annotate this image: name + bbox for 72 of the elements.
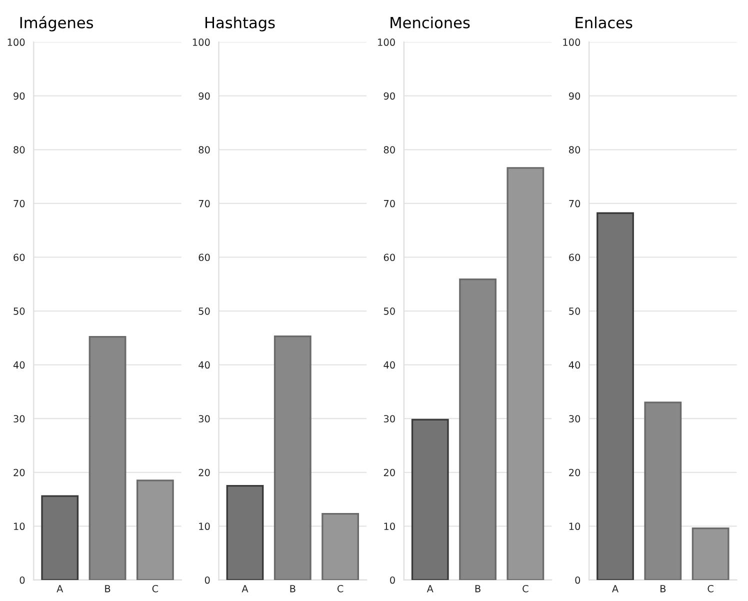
bar	[644, 402, 682, 580]
y-tick-label: 40	[198, 361, 210, 369]
x-tick-label: B	[290, 585, 296, 592]
y-tick-label: 50	[384, 307, 395, 315]
bar	[322, 512, 360, 580]
y-tick-label: 60	[384, 254, 395, 262]
y-tick-label: 30	[14, 415, 25, 422]
y-tick-label: 100	[8, 38, 25, 46]
y-tick-label: 80	[569, 146, 580, 154]
y-tick-label: 40	[568, 361, 580, 369]
y-tick-label: 20	[384, 468, 395, 476]
y-tick-label: 60	[569, 254, 580, 262]
bar	[692, 527, 730, 580]
bar	[274, 335, 312, 580]
y-tick-label: 90	[14, 92, 25, 100]
bar	[41, 495, 79, 580]
chart-title: Menciones	[390, 16, 470, 28]
y-tick-label: 10	[14, 522, 25, 530]
bar	[411, 418, 449, 580]
y-tick-label: 50	[14, 307, 25, 315]
x-tick-label: A	[242, 585, 248, 592]
y-tick-label: 40	[13, 361, 25, 369]
y-tick-label: 50	[198, 307, 210, 315]
y-tick-label: 0	[575, 576, 580, 584]
x-tick-label: C	[152, 585, 158, 592]
y-tick-label: 20	[198, 468, 210, 476]
y-tick-label: 70	[198, 200, 210, 208]
x-tick-label: A	[426, 585, 434, 592]
x-tick-label: C	[337, 585, 344, 592]
x-tick-label: B	[105, 585, 110, 592]
bar	[136, 480, 174, 580]
y-tick-label: 70	[384, 200, 395, 208]
bar	[88, 336, 126, 580]
y-tick-label: 0	[390, 576, 395, 584]
y-tick-label: 70	[14, 200, 25, 208]
y-tick-label: 60	[198, 254, 210, 262]
chart-title: Hashtags	[206, 16, 275, 32]
chart-title: Imágenes	[20, 16, 94, 32]
bar	[506, 167, 544, 580]
bar	[226, 485, 264, 580]
y-tick-label: 10	[199, 522, 210, 530]
x-tick-label: B	[475, 585, 480, 592]
y-tick-label: 0	[204, 576, 210, 584]
y-tick-label: 100	[378, 38, 395, 46]
y-tick-label: 10	[384, 522, 395, 530]
x-tick-label: C	[522, 585, 528, 592]
y-tick-label: 30	[384, 415, 395, 422]
x-tick-label: A	[612, 585, 619, 592]
y-tick-label: 0	[20, 576, 25, 584]
x-tick-label: B	[660, 585, 666, 592]
y-tick-label: 20	[14, 468, 25, 476]
chart-title: Enlaces	[576, 16, 632, 28]
y-tick-label: 50	[569, 307, 580, 315]
x-tick-label: C	[708, 585, 714, 592]
bar	[596, 212, 634, 580]
y-tick-label: 80	[384, 146, 395, 154]
y-tick-label: 70	[569, 200, 580, 208]
y-tick-label: 80	[14, 146, 25, 154]
y-tick-label: 90	[198, 92, 210, 100]
y-tick-label: 40	[384, 361, 395, 369]
y-tick-label: 100	[563, 38, 580, 46]
y-tick-label: 80	[198, 146, 210, 154]
y-tick-label: 30	[198, 415, 210, 422]
y-tick-label: 90	[384, 92, 395, 100]
y-tick-label: 20	[569, 468, 580, 476]
y-tick-label: 10	[569, 522, 580, 530]
bar	[459, 278, 496, 580]
y-tick-label: 100	[192, 38, 210, 46]
y-tick-label: 30	[569, 415, 580, 422]
y-tick-label: 90	[568, 92, 580, 100]
x-tick-label: A	[56, 585, 64, 592]
y-tick-label: 60	[14, 254, 25, 262]
